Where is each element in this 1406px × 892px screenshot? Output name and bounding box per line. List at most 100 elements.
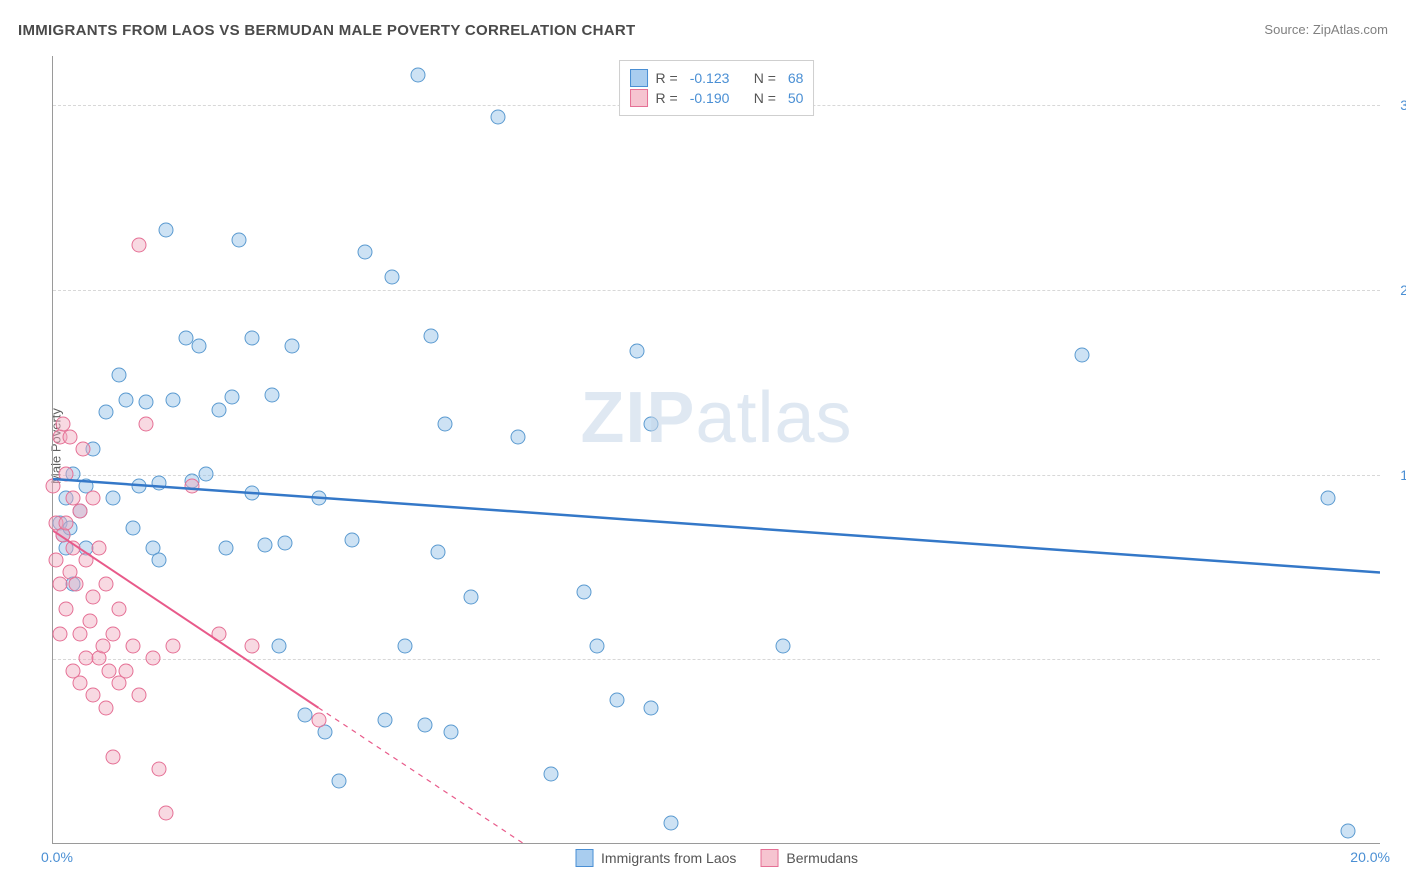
- scatter-point: [212, 402, 227, 417]
- scatter-point: [99, 700, 114, 715]
- watermark-rest: atlas: [695, 378, 852, 458]
- scatter-point: [231, 232, 246, 247]
- scatter-point: [165, 392, 180, 407]
- legend-swatch-blue: [575, 849, 593, 867]
- scatter-point: [105, 491, 120, 506]
- scatter-point: [278, 535, 293, 550]
- scatter-point: [49, 552, 64, 567]
- scatter-point: [610, 693, 625, 708]
- legend-item-laos: Immigrants from Laos: [575, 849, 736, 867]
- r-label: R =: [656, 90, 678, 106]
- scatter-point: [643, 700, 658, 715]
- legend-swatch-blue: [630, 69, 648, 87]
- legend-row-blue: R = -0.123 N = 68: [630, 69, 804, 87]
- scatter-point: [52, 626, 67, 641]
- r-value-blue: -0.123: [690, 70, 746, 86]
- scatter-point: [431, 545, 446, 560]
- scatter-point: [424, 328, 439, 343]
- legend-label-bermudans: Bermudans: [786, 850, 858, 866]
- legend-item-bermudans: Bermudans: [760, 849, 858, 867]
- gridline: [53, 290, 1380, 291]
- scatter-point: [75, 442, 90, 457]
- legend-swatch-pink: [630, 89, 648, 107]
- series-legend: Immigrants from Laos Bermudans: [575, 849, 858, 867]
- scatter-point: [245, 331, 260, 346]
- scatter-point: [99, 577, 114, 592]
- scatter-point: [112, 368, 127, 383]
- scatter-point: [132, 237, 147, 252]
- scatter-point: [59, 515, 74, 530]
- y-tick-label: 30.0%: [1385, 97, 1406, 113]
- scatter-point: [52, 577, 67, 592]
- scatter-point: [384, 269, 399, 284]
- gridline: [53, 659, 1380, 660]
- scatter-point: [437, 417, 452, 432]
- scatter-point: [397, 639, 412, 654]
- scatter-point: [62, 429, 77, 444]
- x-tick-1: 20.0%: [1350, 849, 1390, 865]
- scatter-point: [59, 602, 74, 617]
- scatter-point: [378, 712, 393, 727]
- r-value-pink: -0.190: [690, 90, 746, 106]
- scatter-point: [59, 466, 74, 481]
- scatter-point: [590, 639, 605, 654]
- scatter-point: [82, 614, 97, 629]
- y-tick-label: 7.5%: [1385, 651, 1406, 667]
- scatter-point: [72, 675, 87, 690]
- r-label: R =: [656, 70, 678, 86]
- scatter-point: [92, 540, 107, 555]
- legend-row-pink: R = -0.190 N = 50: [630, 89, 804, 107]
- chart-plot-area: ZIPatlas 7.5%15.0%22.5%30.0% 0.0% 20.0% …: [52, 56, 1380, 844]
- scatter-point: [218, 540, 233, 555]
- scatter-point: [65, 540, 80, 555]
- scatter-point: [411, 67, 426, 82]
- scatter-point: [152, 476, 167, 491]
- n-label: N =: [754, 90, 776, 106]
- scatter-point: [663, 816, 678, 831]
- legend-label-laos: Immigrants from Laos: [601, 850, 736, 866]
- y-tick-label: 15.0%: [1385, 467, 1406, 483]
- scatter-point: [125, 639, 140, 654]
- scatter-point: [69, 577, 84, 592]
- watermark-bold: ZIP: [580, 378, 695, 458]
- source-name: ZipAtlas.com: [1313, 22, 1388, 37]
- scatter-point: [464, 589, 479, 604]
- n-value-pink: 50: [788, 90, 804, 106]
- scatter-point: [271, 639, 286, 654]
- scatter-point: [138, 417, 153, 432]
- scatter-point: [331, 774, 346, 789]
- scatter-point: [344, 533, 359, 548]
- x-tick-0: 0.0%: [41, 849, 73, 865]
- n-label: N =: [754, 70, 776, 86]
- scatter-point: [285, 338, 300, 353]
- scatter-point: [245, 639, 260, 654]
- scatter-point: [105, 749, 120, 764]
- scatter-point: [132, 688, 147, 703]
- scatter-point: [72, 503, 87, 518]
- scatter-point: [258, 538, 273, 553]
- scatter-point: [72, 626, 87, 641]
- scatter-point: [225, 390, 240, 405]
- scatter-point: [185, 478, 200, 493]
- scatter-point: [212, 626, 227, 641]
- scatter-point: [119, 392, 134, 407]
- source-label: Source:: [1264, 22, 1309, 37]
- scatter-point: [46, 478, 61, 493]
- scatter-point: [95, 639, 110, 654]
- correlation-legend: R = -0.123 N = 68 R = -0.190 N = 50: [619, 60, 815, 116]
- gridline: [53, 475, 1380, 476]
- scatter-point: [311, 491, 326, 506]
- scatter-point: [311, 712, 326, 727]
- scatter-point: [192, 338, 207, 353]
- scatter-point: [444, 725, 459, 740]
- scatter-point: [510, 429, 525, 444]
- y-tick-label: 22.5%: [1385, 282, 1406, 298]
- scatter-point: [490, 109, 505, 124]
- scatter-point: [577, 584, 592, 599]
- scatter-point: [132, 478, 147, 493]
- source-credit: Source: ZipAtlas.com: [1264, 22, 1388, 37]
- scatter-point: [1340, 823, 1355, 838]
- scatter-point: [245, 486, 260, 501]
- scatter-point: [776, 639, 791, 654]
- scatter-point: [358, 245, 373, 260]
